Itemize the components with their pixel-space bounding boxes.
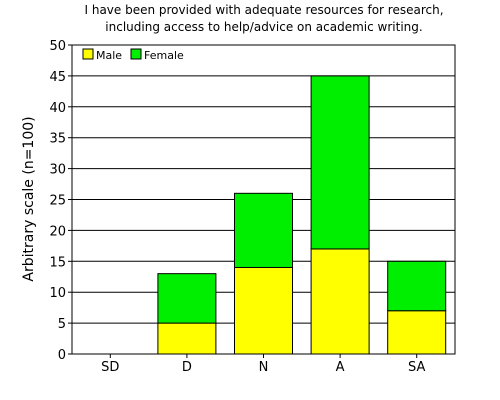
legend: Male Female (77, 46, 190, 65)
bar-female-a (310, 75, 370, 250)
bar-male-sa (387, 310, 447, 355)
bars (157, 75, 447, 355)
y-tick-label: 15 (49, 255, 66, 270)
x-axis-ticks: SD D N A SA (101, 354, 425, 375)
x-tick-label: D (182, 360, 192, 375)
bar-male-a (310, 248, 370, 355)
x-tick-label: N (259, 360, 269, 375)
bar-male-n (234, 266, 293, 355)
y-tick-label: 40 (49, 101, 66, 116)
bar-female-d (157, 273, 217, 324)
y-tick-label: 50 (49, 39, 66, 54)
x-tick-label: SD (101, 360, 119, 375)
legend-label-female: Female (144, 49, 184, 62)
y-tick-label: 20 (49, 224, 66, 239)
chart-title-line-2: including access to help/advice on acade… (105, 20, 422, 34)
y-tick-label: 5 (58, 317, 66, 332)
x-tick-label: A (336, 360, 345, 375)
bar-female-sa (387, 260, 447, 312)
bar-male-d (157, 322, 217, 355)
chart-title-line-1: I have been provided with adequate resou… (84, 3, 443, 17)
y-tick-label: 35 (49, 132, 66, 147)
y-axis-ticks: 0 5 10 15 20 25 30 35 40 45 50 (49, 39, 72, 363)
y-axis-label: Arbitrary scale (n=100) (21, 116, 37, 281)
y-tick-label: 45 (49, 70, 66, 85)
y-tick-label: 30 (49, 163, 66, 178)
bar-female-n (234, 192, 293, 268)
y-tick-label: 0 (58, 348, 66, 363)
x-tick-label: SA (408, 360, 425, 375)
y-tick-label: 10 (49, 286, 66, 301)
y-tick-label: 25 (49, 194, 66, 209)
legend-label-male: Male (96, 49, 122, 62)
legend-swatch-female (130, 48, 142, 60)
legend-swatch-male (82, 48, 94, 60)
